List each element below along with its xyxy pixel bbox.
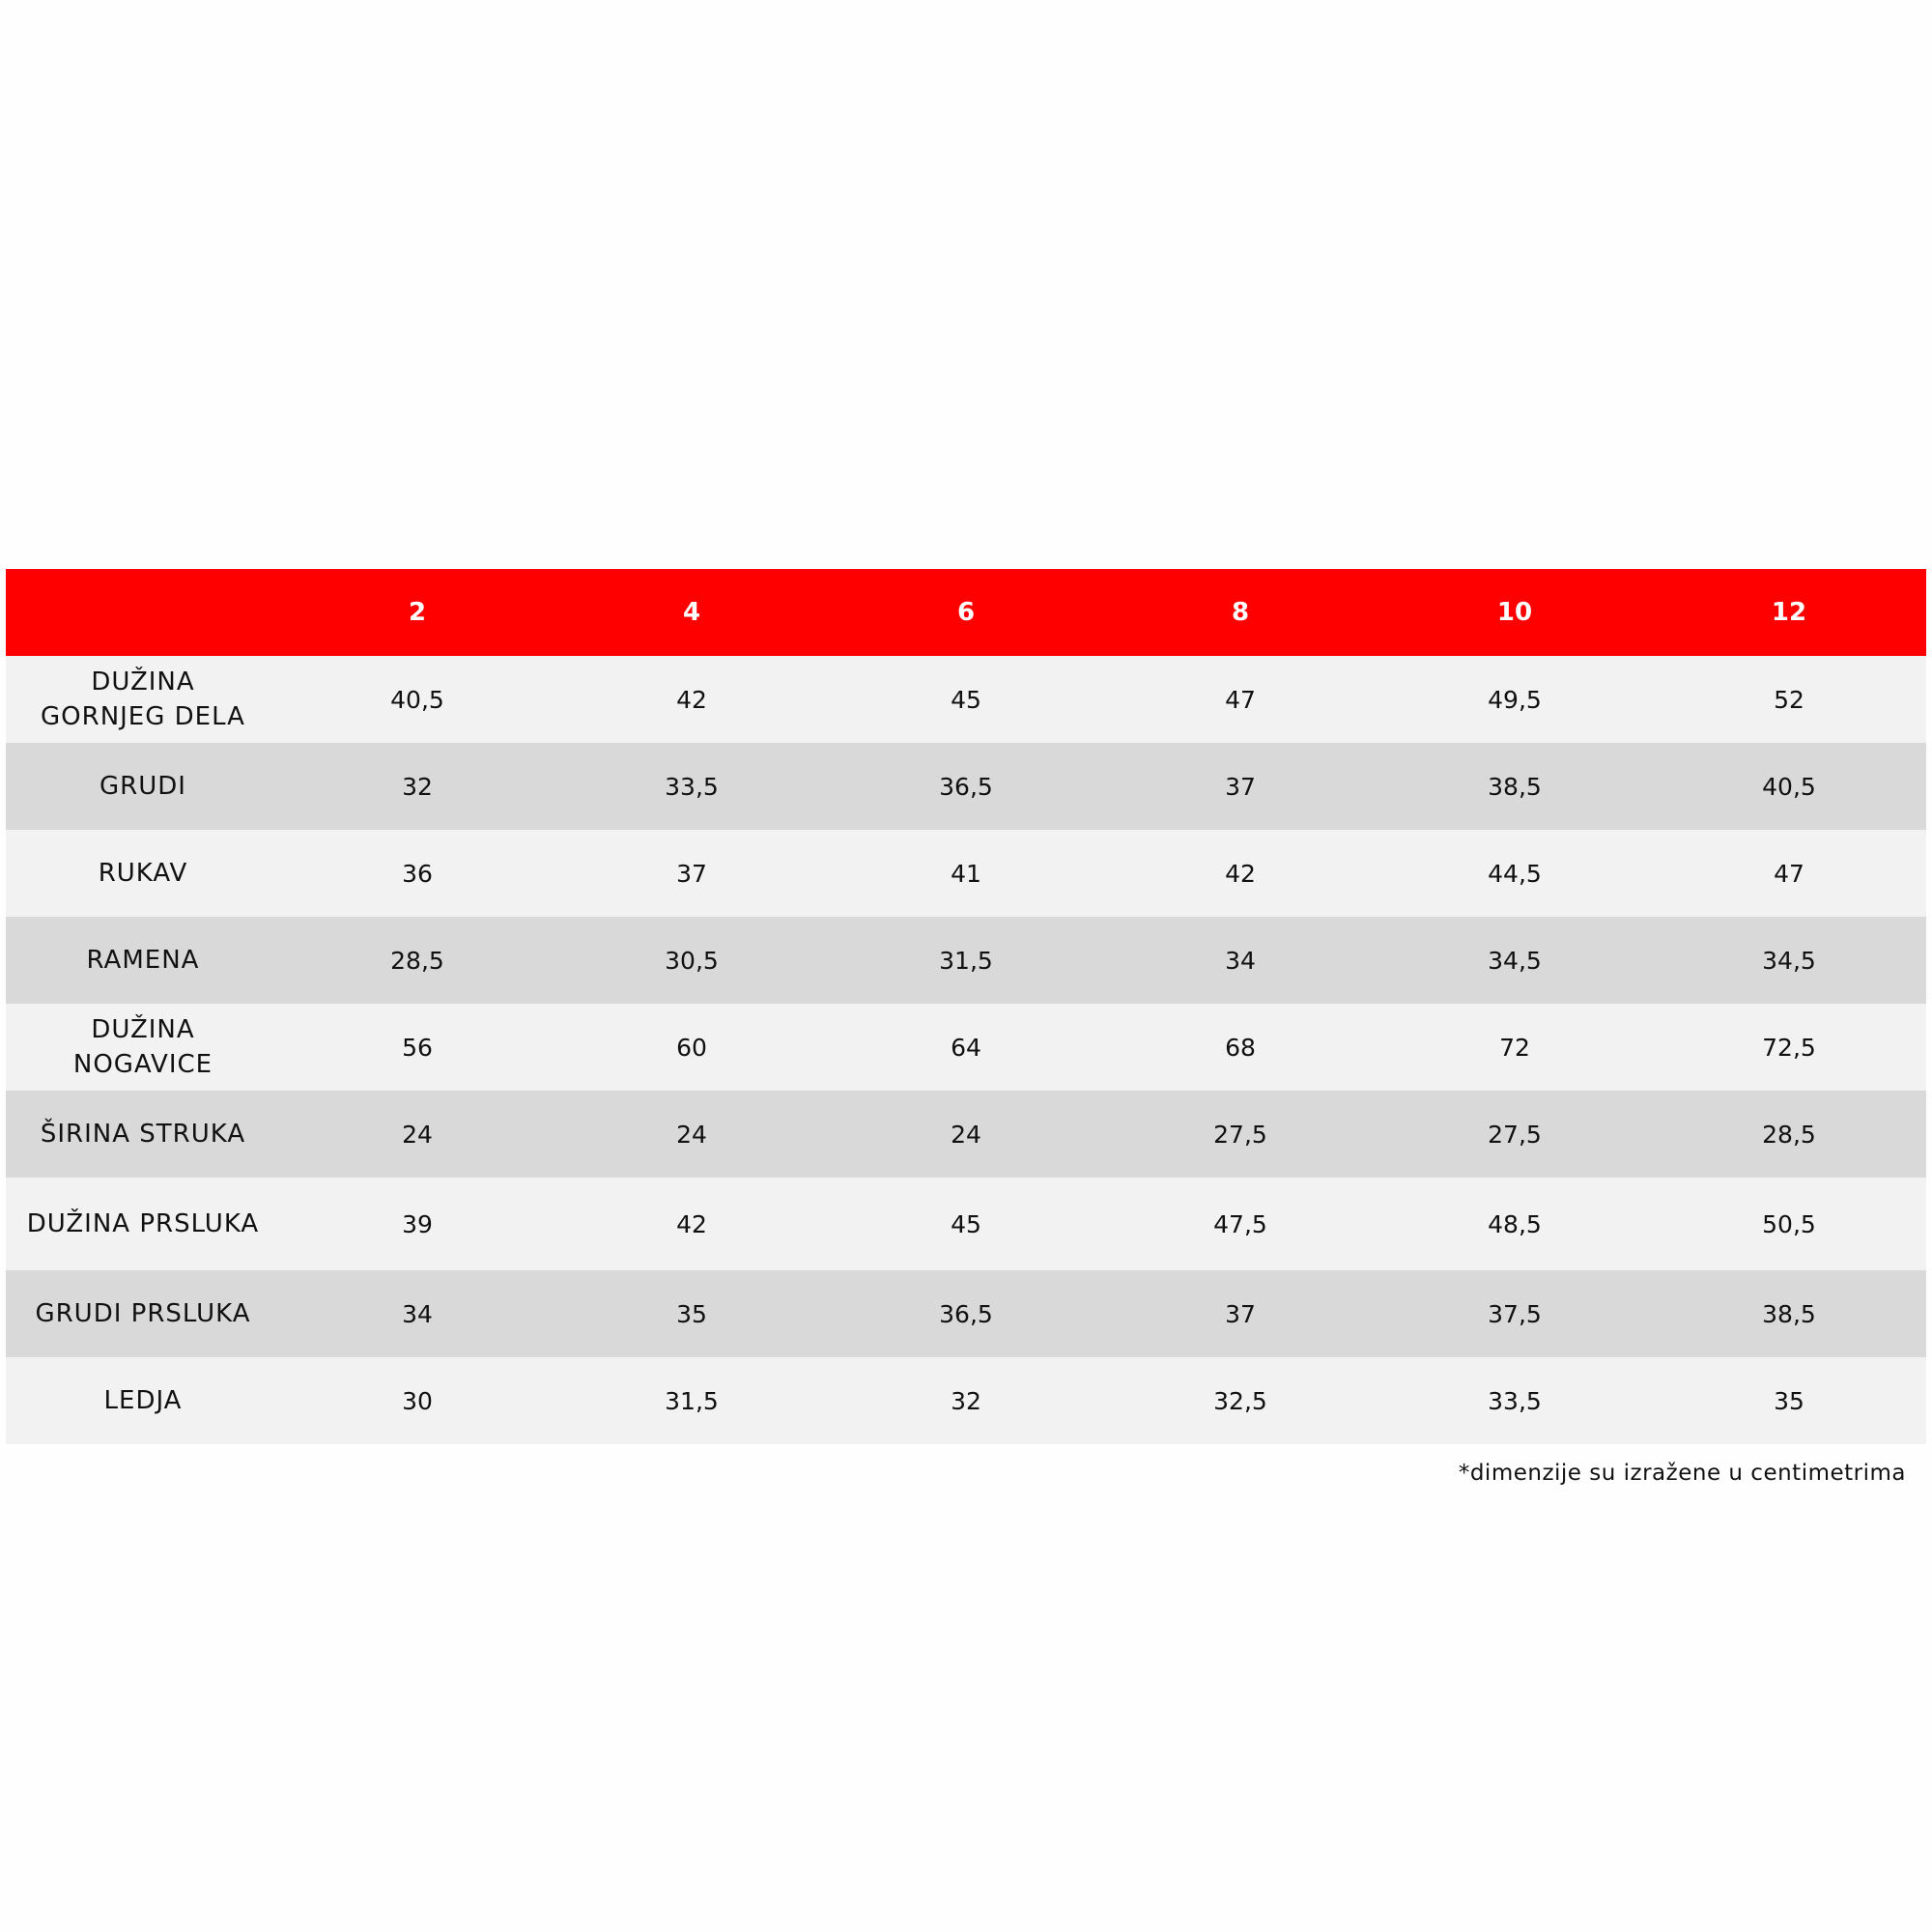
table-row: ŠIRINA STRUKA 24 24 24 27,5 27,5 28,5 bbox=[6, 1091, 1926, 1178]
measurement-cell: 34 bbox=[402, 1299, 433, 1328]
measurement-cell: 45 bbox=[951, 1209, 981, 1238]
table-row: DUŽINA GORNJEG DELA 40,5 42 45 47 49,5 52 bbox=[6, 656, 1926, 743]
header-size-cell: 4 bbox=[682, 598, 701, 627]
measurement-cell: 37 bbox=[1225, 1299, 1256, 1328]
table-row: DUŽINA NOGAVICE 56 60 64 68 72 72,5 bbox=[6, 1004, 1926, 1091]
measurement-cell: 47,5 bbox=[1213, 1209, 1267, 1238]
measurement-cell: 36 bbox=[402, 859, 433, 888]
header-size-cell: 6 bbox=[956, 598, 976, 627]
measurement-cell: 44,5 bbox=[1488, 859, 1542, 888]
measurement-cell: 45 bbox=[951, 685, 981, 714]
header-size-cell: 8 bbox=[1231, 598, 1250, 627]
measurement-cell: 33,5 bbox=[1488, 1386, 1542, 1415]
measurement-cell: 34,5 bbox=[1762, 946, 1816, 975]
measurement-cell: 50,5 bbox=[1762, 1209, 1816, 1238]
measurement-cell: 56 bbox=[402, 1033, 433, 1062]
measurement-cell: 40,5 bbox=[390, 685, 444, 714]
measurement-cell: 37 bbox=[676, 859, 707, 888]
measurement-cell: 47 bbox=[1225, 685, 1256, 714]
measurement-cell: 28,5 bbox=[390, 946, 444, 975]
row-label: LEDJA bbox=[103, 1386, 183, 1415]
measurement-cell: 37 bbox=[1225, 772, 1256, 801]
measurement-cell: 42 bbox=[676, 1209, 707, 1238]
measurement-cell: 41 bbox=[951, 859, 981, 888]
table-row: LEDJA 30 31,5 32 32,5 33,5 35 bbox=[6, 1357, 1926, 1444]
measurement-cell: 32,5 bbox=[1213, 1386, 1267, 1415]
measurement-cell: 30 bbox=[402, 1386, 433, 1415]
measurement-cell: 27,5 bbox=[1213, 1120, 1267, 1149]
measurement-cell: 72,5 bbox=[1762, 1033, 1816, 1062]
measurement-cell: 32 bbox=[951, 1386, 981, 1415]
row-label: DUŽINA GORNJEG DELA bbox=[41, 668, 245, 731]
measurement-cell: 32 bbox=[402, 772, 433, 801]
measurement-cell: 47 bbox=[1774, 859, 1804, 888]
table-row: GRUDI PRSLUKA 34 35 36,5 37 37,5 38,5 bbox=[6, 1270, 1926, 1357]
measurement-cell: 39 bbox=[402, 1209, 433, 1238]
row-label: GRUDI bbox=[99, 772, 186, 801]
row-label: DUŽINA NOGAVICE bbox=[72, 1015, 213, 1079]
measurement-cell: 34,5 bbox=[1488, 946, 1542, 975]
table-row: RUKAV 36 37 41 42 44,5 47 bbox=[6, 830, 1926, 917]
measurement-cell: 33,5 bbox=[665, 772, 719, 801]
measurement-cell: 68 bbox=[1225, 1033, 1256, 1062]
table-row: RAMENA 28,5 30,5 31,5 34 34,5 34,5 bbox=[6, 917, 1926, 1004]
measurement-cell: 35 bbox=[1774, 1386, 1804, 1415]
measurement-cell: 72 bbox=[1499, 1033, 1530, 1062]
measurement-cell: 37,5 bbox=[1488, 1299, 1542, 1328]
measurement-cell: 36,5 bbox=[939, 772, 993, 801]
row-label: RAMENA bbox=[86, 946, 200, 975]
table-row: DUŽINA PRSLUKA 39 42 45 47,5 48,5 50,5 bbox=[6, 1178, 1926, 1270]
header-size-cell: 12 bbox=[1771, 598, 1807, 627]
measurement-cell: 24 bbox=[951, 1120, 981, 1149]
row-label: RUKAV bbox=[98, 859, 188, 888]
measurement-cell: 38,5 bbox=[1762, 1299, 1816, 1328]
header-size-cell: 2 bbox=[408, 598, 427, 627]
measurement-cell: 52 bbox=[1774, 685, 1804, 714]
measurement-cell: 64 bbox=[951, 1033, 981, 1062]
measurement-cell: 48,5 bbox=[1488, 1209, 1542, 1238]
measurement-cell: 27,5 bbox=[1488, 1120, 1542, 1149]
row-label: ŠIRINA STRUKA bbox=[40, 1120, 246, 1149]
measurement-cell: 35 bbox=[676, 1299, 707, 1328]
measurement-cell: 24 bbox=[676, 1120, 707, 1149]
measurement-cell: 31,5 bbox=[939, 946, 993, 975]
measurement-cell: 31,5 bbox=[665, 1386, 719, 1415]
table-row: GRUDI 32 33,5 36,5 37 38,5 40,5 bbox=[6, 743, 1926, 830]
measurement-cell: 28,5 bbox=[1762, 1120, 1816, 1149]
measurement-cell: 36,5 bbox=[939, 1299, 993, 1328]
units-footnote: *dimenzije su izražene u centimetrima bbox=[1458, 1461, 1906, 1486]
size-chart-table: 2 4 6 8 10 12 DUŽINA GORNJEG DELA 40,5 42 4… bbox=[6, 569, 1926, 1444]
measurement-cell: 24 bbox=[402, 1120, 433, 1149]
measurement-cell: 40,5 bbox=[1762, 772, 1816, 801]
measurement-cell: 38,5 bbox=[1488, 772, 1542, 801]
measurement-cell: 49,5 bbox=[1488, 685, 1542, 714]
measurement-cell: 42 bbox=[676, 685, 707, 714]
measurement-cell: 34 bbox=[1225, 946, 1256, 975]
header-corner-cell bbox=[6, 569, 280, 656]
measurement-cell: 30,5 bbox=[665, 946, 719, 975]
measurement-cell: 42 bbox=[1225, 859, 1256, 888]
header-size-cell: 10 bbox=[1496, 598, 1533, 627]
measurement-cell: 60 bbox=[676, 1033, 707, 1062]
header-row: 2 4 6 8 10 12 bbox=[6, 569, 1926, 656]
row-label: DUŽINA PRSLUKA bbox=[26, 1209, 260, 1238]
row-label: GRUDI PRSLUKA bbox=[35, 1299, 251, 1328]
